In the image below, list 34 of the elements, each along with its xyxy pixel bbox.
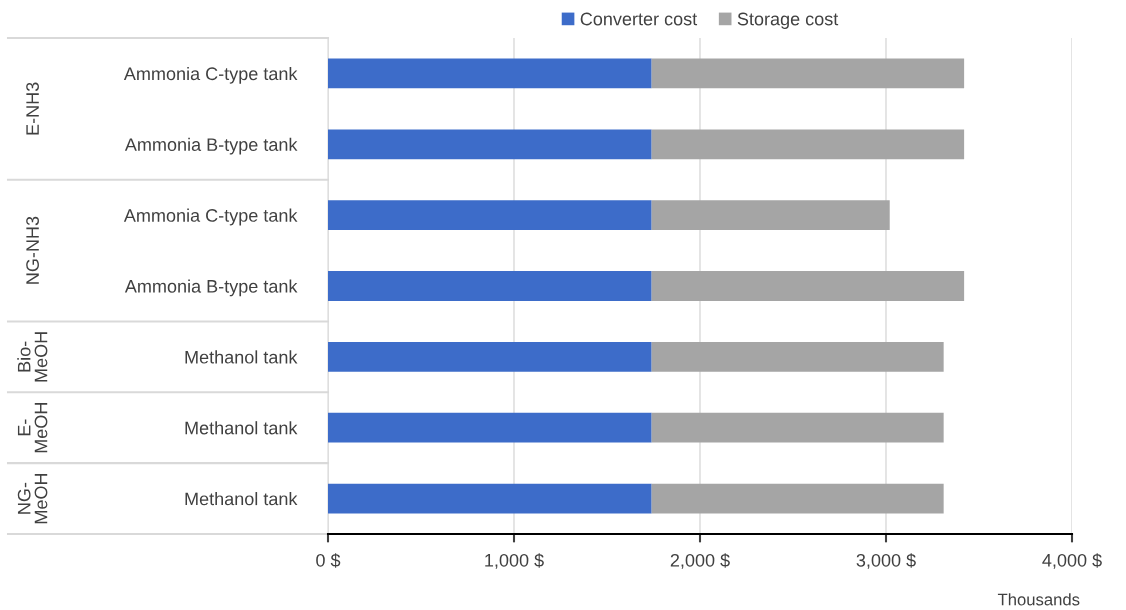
text: E- MeOH — [17, 403, 48, 453]
y-tick-label: Ammonia B-type tank — [124, 279, 298, 297]
bar — [651, 200, 890, 231]
legend-label: Storage cost — [737, 12, 839, 29]
text: NG- MeOH — [17, 473, 48, 524]
x-tick-label: 4,000 $ — [1042, 553, 1102, 569]
bar — [651, 341, 944, 372]
x-tick-label: 0 $ — [316, 553, 341, 568]
bar — [651, 58, 965, 89]
x-tick-label: 2,000 $ — [670, 553, 730, 569]
y-tick-label: Methanol tank — [185, 492, 298, 506]
bar — [328, 483, 652, 514]
y-tick-label: Ammonia C-type tank — [123, 66, 298, 84]
bar — [328, 200, 652, 231]
y-tick-label: Ammonia B-type tank — [124, 137, 298, 155]
x-axis-title: Thousands — [997, 593, 1080, 606]
y-tick-label: Methanol tank — [185, 350, 298, 364]
y-tick-label: Methanol tank — [185, 421, 298, 435]
x-tick-label: 3,000 $ — [856, 553, 916, 569]
bar — [328, 341, 652, 372]
bar — [328, 412, 652, 443]
legend-label: Converter cost — [580, 12, 698, 26]
bar — [651, 271, 965, 301]
bar — [651, 483, 944, 514]
text: NG-NH3 — [26, 216, 39, 284]
bar — [651, 129, 965, 160]
bar — [651, 412, 944, 443]
text: Bio- MeOH — [17, 332, 48, 382]
bar — [328, 129, 652, 160]
bar — [328, 58, 652, 89]
text: E-NH3 — [26, 82, 39, 135]
x-tick-label: 1,000 $ — [485, 553, 544, 569]
bar — [328, 271, 652, 301]
y-tick-label: Ammonia C-type tank — [123, 208, 298, 226]
